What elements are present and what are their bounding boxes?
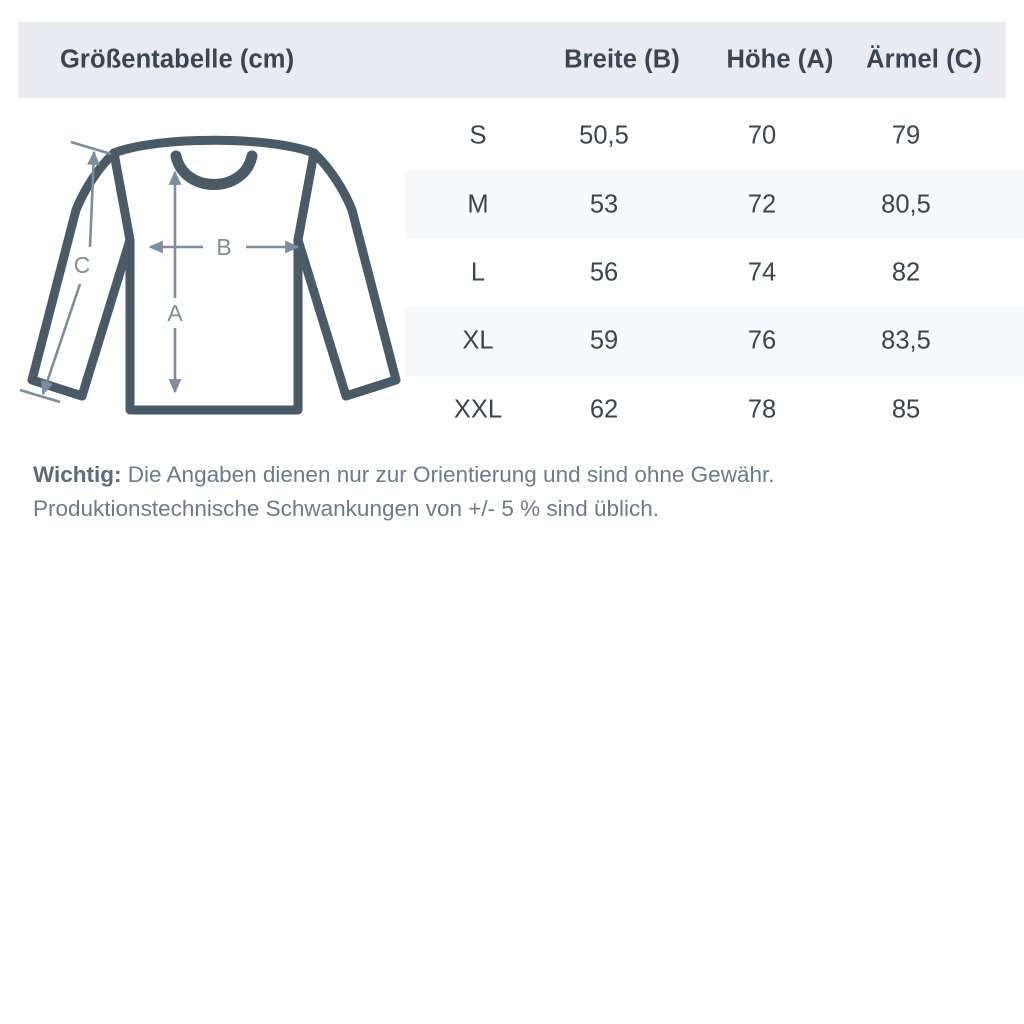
sleeve-measure-arrow — [19, 140, 112, 404]
table-row: L 56 74 82 — [405, 239, 1024, 307]
cell-breite: 56 — [589, 258, 619, 287]
table-row: S 50,5 70 79 — [405, 102, 1024, 170]
length-label: A — [167, 300, 183, 326]
table-row: XXL 62 78 85 — [405, 376, 1024, 444]
cell-size: XL — [462, 326, 494, 355]
cell-size: M — [467, 190, 489, 219]
width-label: B — [216, 234, 231, 260]
footnote-line1: Die Angaben dienen nur zur Orientierung … — [121, 462, 775, 487]
column-header-aermel: Ärmel (C) — [866, 45, 982, 74]
garment-diagram: B A C — [18, 128, 410, 440]
cell-breite: 53 — [589, 190, 619, 219]
column-header-hoehe: Höhe (A) — [726, 45, 834, 74]
table-row: XL 59 76 83,5 — [405, 307, 1024, 376]
cell-aermel: 85 — [891, 395, 921, 424]
cell-hoehe: 78 — [747, 395, 777, 424]
table-body: S 50,5 70 79 M 53 72 80,5 L 56 74 82 XL … — [0, 102, 1024, 444]
cell-hoehe: 74 — [747, 258, 777, 287]
cell-breite: 59 — [589, 326, 619, 355]
cell-hoehe: 76 — [747, 326, 777, 355]
sleeve-label: C — [74, 252, 91, 278]
footnote: Wichtig: Die Angaben dienen nur zur Orie… — [33, 458, 993, 526]
cell-size: XXL — [453, 395, 503, 424]
page-title: Größentabelle (cm) — [60, 45, 295, 74]
cell-breite: 50,5 — [579, 121, 629, 150]
cell-size: L — [470, 258, 486, 287]
column-header-breite: Breite (B) — [564, 45, 680, 74]
footnote-line2: Produktionstechnische Schwankungen von +… — [33, 496, 660, 521]
sweater-outline-icon — [27, 135, 401, 415]
cell-aermel: 80,5 — [881, 190, 931, 219]
cell-aermel: 83,5 — [881, 326, 931, 355]
cell-aermel: 79 — [891, 121, 921, 150]
cell-hoehe: 72 — [747, 190, 777, 219]
table-header: Größentabelle (cm) Breite (B) Höhe (A) Ä… — [18, 22, 1006, 98]
cell-size: S — [469, 121, 487, 150]
cell-hoehe: 70 — [747, 121, 777, 150]
cell-aermel: 82 — [891, 258, 921, 287]
cell-breite: 62 — [589, 395, 619, 424]
footnote-label: Wichtig: — [33, 462, 122, 487]
table-row: M 53 72 80,5 — [405, 170, 1024, 239]
